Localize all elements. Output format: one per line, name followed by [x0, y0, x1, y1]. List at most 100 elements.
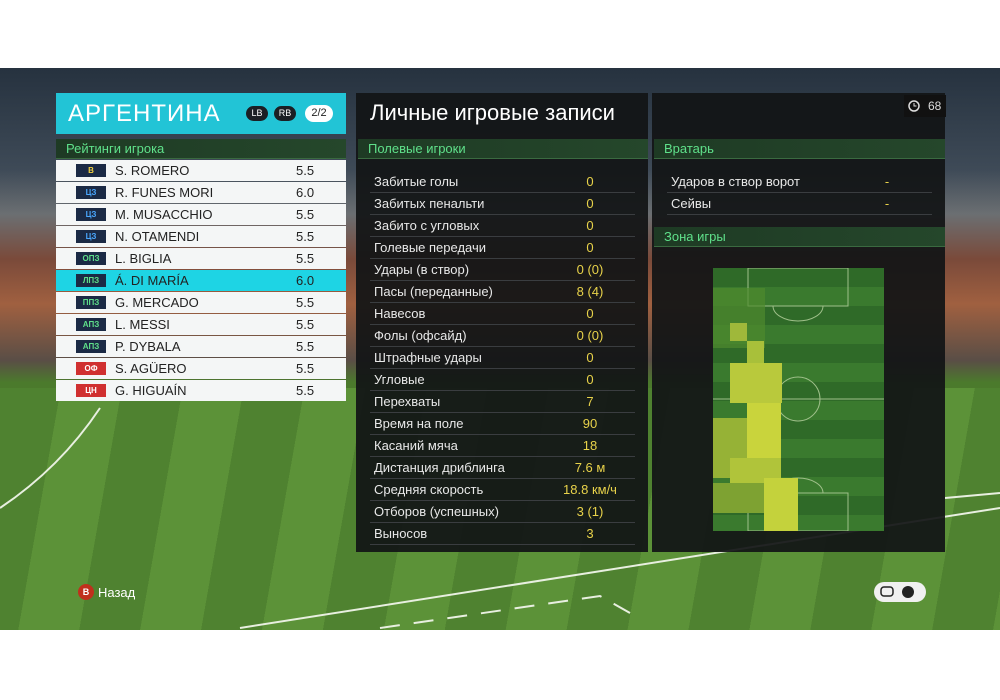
stat-label: Голевые передачи — [374, 240, 487, 255]
chat-buttons[interactable] — [874, 582, 926, 602]
stat-value: 3 — [586, 526, 594, 541]
player-row[interactable]: ЛПЗ Á. DI MARÍA 6.0 — [56, 270, 346, 291]
stat-label: Перехваты — [374, 394, 441, 409]
player-rating: 5.5 — [296, 383, 315, 398]
stat-value: 0 — [586, 218, 594, 233]
player-rating: 5.5 — [296, 361, 315, 376]
player-row[interactable]: ЦН G. HIGUAÍN 5.5 — [56, 380, 346, 401]
stat-row: Угловые 0 — [370, 369, 635, 391]
player-name: S. AGÜERO — [115, 361, 187, 376]
records-title: Личные игровые записи — [370, 100, 615, 125]
position-badge: ЦЗ — [76, 186, 106, 199]
stat-row: Забито с угловых 0 — [370, 215, 635, 237]
player-rating: 5.5 — [296, 207, 315, 222]
stat-label: Угловые — [374, 372, 425, 387]
position-badge: ОФ — [76, 362, 106, 375]
stat-value: 90 — [582, 416, 598, 431]
stat-row: Забитых пенальти 0 — [370, 193, 635, 215]
position-badge: АПЗ — [76, 340, 106, 353]
player-rating: 5.5 — [296, 251, 315, 266]
player-name: S. ROMERO — [115, 163, 190, 178]
position-badge: В — [76, 164, 106, 177]
player-name: G. HIGUAÍN — [115, 383, 187, 398]
back-button-icon[interactable]: B — [78, 584, 94, 600]
player-name: G. MERCADO — [115, 295, 199, 310]
stat-label: Дистанция дриблинга — [374, 460, 505, 475]
stat-label: Отборов (успешных) — [374, 504, 499, 519]
stat-row: Отборов (успешных) 3 (1) — [370, 501, 635, 523]
position-badge: ОПЗ — [76, 252, 106, 265]
stat-row: Удары (в створ) 0 (0) — [370, 259, 635, 281]
stat-label: Фолы (офсайд) — [374, 328, 467, 343]
rb-button[interactable]: RB — [274, 106, 296, 121]
gk-label: Сейвы — [671, 196, 712, 211]
position-badge: ЦЗ — [76, 208, 106, 221]
stat-value: 18 — [582, 438, 598, 453]
player-name: L. BIGLIA — [115, 251, 172, 266]
position-badge: ЦЗ — [76, 230, 106, 243]
player-rating: 5.5 — [296, 163, 315, 178]
clock-value: 68 — [928, 99, 942, 113]
player-row[interactable]: ЦЗ M. MUSACCHIO 5.5 — [56, 204, 346, 225]
stat-label: Забитых пенальти — [374, 196, 485, 211]
player-row[interactable]: ЦЗ N. OTAMENDI 5.5 — [56, 226, 346, 247]
player-row[interactable]: ОФ S. AGÜERO 5.5 — [56, 358, 346, 379]
stat-row: Навесов 0 — [370, 303, 635, 325]
stat-label: Касаний мяча — [374, 438, 458, 453]
gk-value: - — [884, 196, 890, 211]
gk-row: Ударов в створ ворот - — [667, 171, 932, 193]
lb-button[interactable]: LB — [246, 106, 268, 121]
player-row[interactable]: ППЗ G. MERCADO 5.5 — [56, 292, 346, 313]
player-name: L. MESSI — [115, 317, 170, 332]
stat-row: Выносов 3 — [370, 523, 635, 545]
stat-row: Перехваты 7 — [370, 391, 635, 413]
player-row[interactable]: ОПЗ L. BIGLIA 5.5 — [56, 248, 346, 269]
stat-value: 18.8 км/ч — [563, 482, 617, 497]
stat-value: 7.6 м — [574, 460, 606, 475]
stat-label: Выносов — [374, 526, 428, 541]
player-name: P. DYBALA — [115, 339, 181, 354]
player-row[interactable]: ЦЗ R. FUNES MORI 6.0 — [56, 182, 346, 203]
stat-label: Средняя скорость — [374, 482, 484, 497]
goalkeeper-title: Вратарь — [654, 139, 945, 159]
player-rating: 6.0 — [296, 273, 315, 288]
stat-row: Голевые передачи 0 — [370, 237, 635, 259]
stat-label: Штрафные удары — [374, 350, 482, 365]
player-rating: 5.5 — [296, 317, 315, 332]
stat-label: Время на поле — [374, 416, 464, 431]
player-name: R. FUNES MORI — [115, 185, 214, 200]
stat-value: 0 — [586, 372, 594, 387]
stat-value: 8 (4) — [576, 284, 604, 299]
stat-row: Пасы (переданные) 8 (4) — [370, 281, 635, 303]
stat-label: Удары (в створ) — [374, 262, 470, 277]
ratings-title: Рейтинги игрока — [56, 139, 346, 159]
team-header: АРГЕНТИНА LB RB 2/2 — [56, 93, 346, 134]
gk-value: - — [884, 174, 890, 189]
stat-value: 0 (0) — [576, 262, 604, 277]
clock: 68 — [904, 95, 946, 117]
records-panel — [356, 93, 648, 552]
player-row[interactable]: АПЗ L. MESSI 5.5 — [56, 314, 346, 335]
stat-value: 0 (0) — [576, 328, 604, 343]
stat-row: Касаний мяча 18 — [370, 435, 635, 457]
stat-value: 0 — [586, 350, 594, 365]
back-label[interactable]: Назад — [98, 585, 136, 600]
player-row[interactable]: В S. ROMERO 5.5 — [56, 160, 346, 181]
player-row[interactable]: АПЗ P. DYBALA 5.5 — [56, 336, 346, 357]
stat-label: Забито с угловых — [374, 218, 480, 233]
gk-label: Ударов в створ ворот — [671, 174, 800, 189]
stat-label: Навесов — [374, 306, 426, 321]
player-name: Á. DI MARÍA — [115, 273, 189, 288]
stat-row: Штрафные удары 0 — [370, 347, 635, 369]
team-name: АРГЕНТИНА — [68, 100, 221, 127]
stat-value: 0 — [586, 174, 594, 189]
stat-row: Фолы (офсайд) 0 (0) — [370, 325, 635, 347]
position-badge: ППЗ — [76, 296, 106, 309]
player-rating: 5.5 — [296, 339, 315, 354]
zone-title: Зона игры — [654, 227, 945, 247]
stat-value: 3 (1) — [576, 504, 604, 519]
stat-row: Забитые голы 0 — [370, 171, 635, 193]
player-name: N. OTAMENDI — [115, 229, 200, 244]
stat-value: 0 — [586, 196, 594, 211]
